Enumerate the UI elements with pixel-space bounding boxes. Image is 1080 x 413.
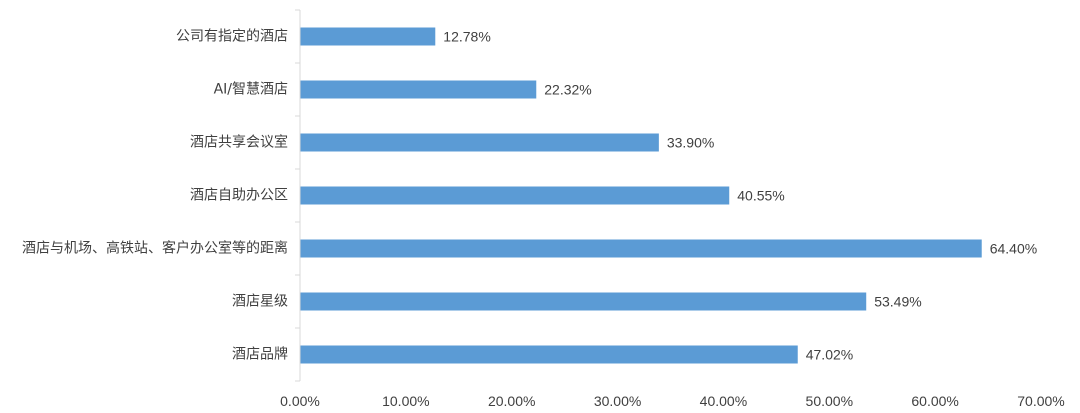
axis-layer: [295, 9, 301, 382]
value-label: 40.55%: [737, 188, 784, 204]
category-label: 酒店共享会议室: [190, 134, 288, 151]
bar: [300, 27, 436, 46]
bar: [300, 239, 982, 258]
category-label: 公司有指定的酒店: [176, 29, 288, 45]
value-label: 47.02%: [806, 347, 853, 363]
bars-layer: [300, 27, 982, 364]
bar: [300, 133, 659, 152]
x-tick-label: 30.00%: [594, 393, 641, 409]
category-label: 酒店与机场、高铁站、客户办公室等的距离: [22, 240, 288, 257]
category-label: 酒店自助办公区: [190, 188, 288, 204]
category-label: AI/智慧酒店: [214, 82, 288, 98]
x-tick-label: 70.00%: [1017, 393, 1064, 409]
x-tick-label: 20.00%: [488, 393, 535, 409]
x-tick-label: 60.00%: [911, 393, 958, 409]
value-label: 33.90%: [667, 135, 714, 151]
bar: [300, 186, 730, 205]
value-label: 12.78%: [443, 29, 490, 45]
bar: [300, 80, 537, 99]
labels-layer: 公司有指定的酒店 12.78% AI/智慧酒店 22.32% 酒店共享会议室 33.90%…: [22, 29, 1065, 410]
bar: [300, 345, 798, 364]
category-label: 酒店星级: [232, 294, 288, 310]
value-label: 22.32%: [544, 82, 591, 98]
x-tick-label: 40.00%: [700, 393, 747, 409]
x-tick-label: 0.00%: [280, 393, 320, 409]
bar: [300, 292, 867, 311]
value-label: 64.40%: [990, 241, 1037, 257]
x-tick-label: 50.00%: [806, 393, 853, 409]
category-label: 酒店品牌: [232, 346, 288, 363]
x-tick-label: 10.00%: [382, 393, 429, 409]
value-label: 53.49%: [874, 294, 921, 310]
